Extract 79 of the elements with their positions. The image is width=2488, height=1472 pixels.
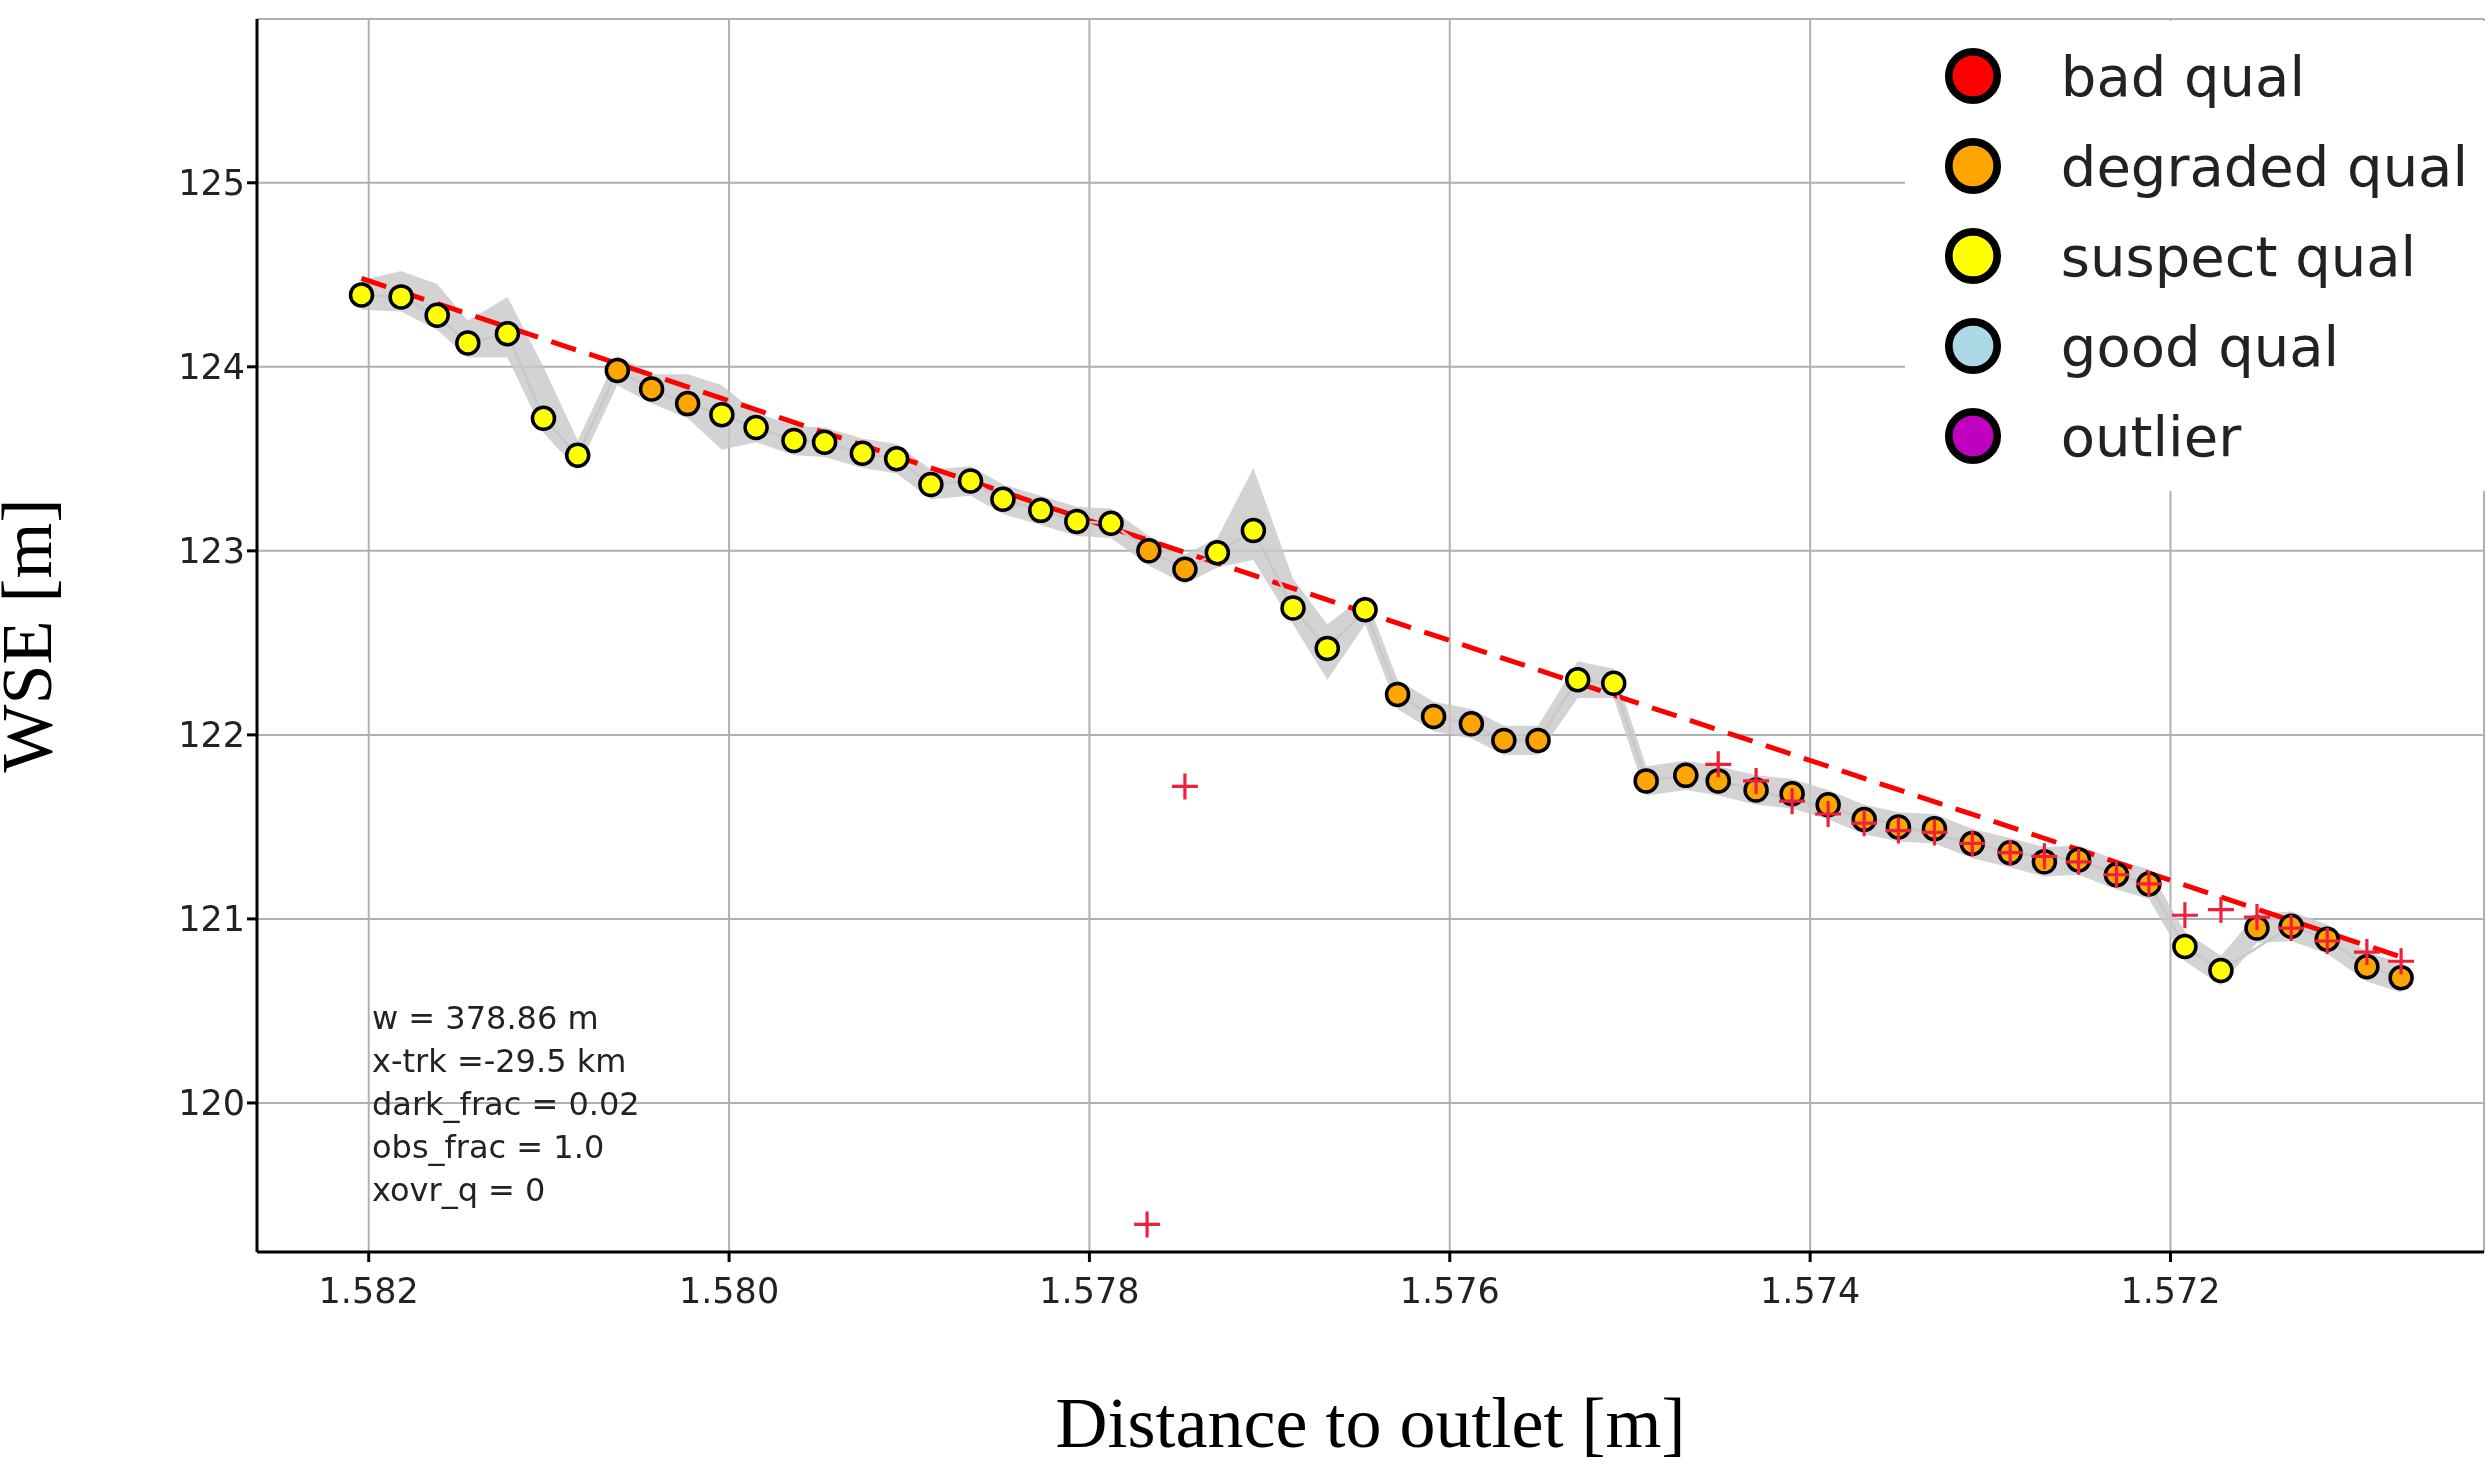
point (1134, 1211, 1161, 1238)
point (1172, 556, 1198, 582)
point (2172, 933, 2198, 960)
point (455, 330, 481, 356)
point (388, 284, 414, 310)
point (1240, 517, 1267, 544)
point (1098, 510, 1124, 536)
legend-label: suspect qual (2060, 223, 2417, 289)
point (811, 429, 838, 456)
point (709, 401, 735, 428)
legend-label: degraded qual (2060, 133, 2468, 199)
point (1420, 703, 1447, 730)
point (494, 320, 521, 347)
point (1314, 635, 1341, 662)
legend-label: good qual (2060, 313, 2340, 379)
point (2388, 965, 2414, 991)
point (1705, 768, 1731, 794)
point (2243, 904, 2270, 931)
point (2207, 896, 2234, 923)
y-tick-label: 124 (178, 347, 245, 388)
annotation: x-trk =-29.5 km (372, 1041, 628, 1082)
point (1633, 768, 1659, 794)
point (1204, 539, 1231, 566)
point (1136, 538, 1162, 564)
x-tick-label: 1.574 (1760, 1270, 1861, 1311)
x-tick-label: 1.582 (318, 1270, 419, 1311)
point (1028, 497, 1054, 524)
point (883, 446, 910, 472)
annotation: w = 378.86 m (372, 998, 600, 1039)
point (1564, 666, 1591, 693)
point (674, 390, 701, 417)
point (2208, 957, 2234, 984)
point (1171, 773, 1198, 800)
point (638, 376, 665, 402)
point (849, 440, 876, 467)
y-tick-label: 123 (178, 531, 245, 572)
point (1064, 508, 1090, 535)
point (743, 414, 769, 441)
legend-label: bad qual (2060, 43, 2305, 109)
annotation: obs_frac = 1.0 (372, 1127, 606, 1168)
point (424, 302, 450, 329)
point (1779, 788, 1806, 815)
point (2388, 948, 2415, 975)
point (2031, 843, 2058, 870)
point (2354, 954, 2380, 980)
point (2171, 902, 2198, 929)
point (1525, 727, 1551, 754)
point (1600, 670, 1627, 697)
y-tick-label: 125 (178, 163, 245, 204)
point (530, 405, 557, 432)
x-tick-label: 1.572 (2120, 1270, 2221, 1311)
point (1280, 595, 1306, 621)
point (1384, 681, 1411, 708)
point (990, 486, 1016, 513)
point (957, 468, 984, 494)
y-axis-title: WSE [m] (0, 498, 67, 773)
x-axis-title: Distance to outlet [m] (1055, 1383, 1686, 1463)
point (1673, 762, 1699, 789)
point (1815, 801, 1842, 828)
point (1743, 767, 1770, 794)
point (1705, 751, 1732, 778)
point (781, 427, 807, 454)
point (1491, 727, 1517, 754)
x-tick-label: 1.578 (1039, 1270, 1140, 1311)
x-tick-label: 1.576 (1399, 1270, 1500, 1311)
y-tick-label: 122 (178, 715, 245, 756)
point (2353, 939, 2380, 966)
x-tick-label: 1.580 (678, 1270, 780, 1311)
point (604, 357, 631, 384)
y-tick-label: 121 (178, 899, 245, 940)
point (564, 442, 591, 468)
annotation: xovr_q = 0 (372, 1170, 547, 1211)
y-tick-label: 120 (178, 1083, 245, 1124)
point (1352, 596, 1378, 623)
point (348, 282, 375, 308)
point (918, 471, 944, 498)
point (1458, 711, 1485, 737)
legend-label: outlier (2060, 403, 2242, 469)
annotation: dark_frac = 0.02 (372, 1084, 640, 1125)
